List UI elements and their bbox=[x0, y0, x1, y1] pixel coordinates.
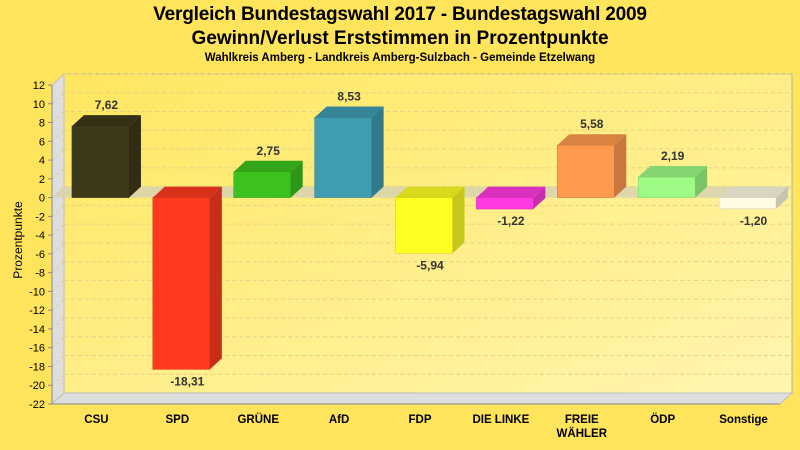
gridline-diag bbox=[51, 111, 65, 123]
gridline-diag bbox=[51, 298, 65, 311]
y-tick-label: -6 bbox=[35, 249, 45, 261]
gridline-diag bbox=[51, 73, 65, 86]
y-tick-label: -18 bbox=[29, 361, 45, 373]
y-tick-label: 10 bbox=[33, 99, 45, 111]
bar-top bbox=[719, 186, 789, 198]
x-tick-label: SPD bbox=[166, 414, 190, 426]
bar-freie-wähler: 5,58 bbox=[557, 117, 627, 198]
x-tick-label: AfD bbox=[329, 414, 349, 426]
bar-front bbox=[476, 197, 534, 210]
gridline-diag bbox=[51, 204, 65, 217]
plot-left-wall bbox=[51, 72, 65, 406]
y-tick-label: -20 bbox=[29, 380, 45, 392]
x-tick-label: FDP bbox=[409, 414, 432, 426]
bar-top bbox=[557, 134, 627, 146]
bar-side bbox=[209, 186, 222, 370]
bar-spd: -18,31 bbox=[152, 186, 222, 388]
x-tick-label: WÄHLER bbox=[557, 427, 608, 440]
gridline-diag bbox=[51, 223, 65, 236]
y-tick-label: 8 bbox=[39, 118, 45, 130]
y-tick-label: -4 bbox=[35, 230, 45, 242]
bar-csu: 7,62 bbox=[71, 98, 141, 198]
bar-top bbox=[638, 166, 708, 178]
y-tick-label: 2 bbox=[39, 174, 45, 186]
gridline-diag bbox=[51, 261, 65, 274]
bar-top bbox=[233, 160, 303, 172]
gridline-diag bbox=[51, 355, 65, 367]
bar-afd: 8,53 bbox=[314, 90, 384, 198]
gridline-diag bbox=[51, 280, 65, 292]
y-tick-label: -14 bbox=[29, 324, 45, 336]
bar-side bbox=[533, 186, 546, 210]
data-label: -1,22 bbox=[497, 214, 525, 228]
data-label: 7,62 bbox=[95, 98, 119, 112]
bar-top bbox=[314, 106, 384, 118]
x-tick-label: GRÜNE bbox=[237, 413, 279, 426]
bar-sonstige: -1,20 bbox=[718, 186, 789, 228]
y-tick-label: -12 bbox=[29, 305, 45, 317]
bar-front bbox=[152, 197, 211, 370]
y-tick-label: -10 bbox=[29, 286, 45, 298]
bar-grüne: 2,75 bbox=[233, 144, 303, 198]
bar-front bbox=[233, 171, 291, 198]
bar-fdp: -5,94 bbox=[395, 186, 465, 272]
data-label: 5,58 bbox=[580, 117, 604, 131]
y-tick-label: -2 bbox=[35, 211, 45, 223]
y-tick-label: 12 bbox=[33, 80, 45, 92]
bar-side bbox=[614, 134, 627, 198]
bar-die-linke: -1,22 bbox=[476, 186, 546, 228]
y-tick-label: -22 bbox=[29, 399, 45, 411]
y-tick-label: 0 bbox=[39, 193, 45, 205]
bar-top bbox=[152, 186, 222, 198]
y-tick-label: 4 bbox=[39, 155, 45, 167]
gridline-diag bbox=[51, 242, 65, 255]
x-tick-label: CSU bbox=[84, 414, 108, 426]
gridline-diag bbox=[51, 317, 65, 330]
plot-floor bbox=[50, 392, 794, 405]
y-tick-label: -8 bbox=[35, 268, 45, 280]
gridline-diag bbox=[51, 92, 65, 105]
x-tick-label: FREIE bbox=[565, 414, 599, 426]
chart-region-subtitle: Wahlkreis Amberg - Landkreis Amberg-Sulz… bbox=[204, 52, 596, 64]
bar-side bbox=[371, 106, 384, 198]
x-tick-label: ÖDP bbox=[650, 413, 675, 426]
x-tick-label: Sonstige bbox=[719, 414, 768, 426]
bar-front bbox=[557, 144, 615, 198]
bar-side bbox=[776, 186, 789, 209]
bar-top bbox=[71, 115, 141, 127]
gridline-diag bbox=[51, 129, 65, 142]
chart-title: Vergleich Bundestagswahl 2017 - Bundesta… bbox=[153, 4, 647, 25]
data-label: 8,53 bbox=[337, 90, 361, 104]
y-tick-label: 6 bbox=[39, 136, 45, 148]
y-tick-label: -16 bbox=[29, 343, 45, 355]
bar-top bbox=[476, 186, 546, 198]
data-label: -1,20 bbox=[740, 214, 768, 228]
x-tick-label: DIE LINKE bbox=[472, 414, 529, 426]
bar-side bbox=[290, 160, 303, 198]
gridline-diag bbox=[51, 167, 65, 180]
bars: 7,62 -18,31 2,75 8,53 -5,94 -1,22 5,58 2,19 -1,2… bbox=[71, 90, 789, 388]
bar-front bbox=[395, 197, 453, 254]
gridline-diag bbox=[51, 373, 65, 386]
chart-subtitle: Gewinn/Verlust Erststimmen in Prozentpun… bbox=[191, 28, 609, 49]
bar-front bbox=[71, 125, 130, 198]
bar-top bbox=[395, 186, 465, 198]
bar-front bbox=[718, 197, 777, 210]
bar-side bbox=[128, 115, 141, 198]
data-label: 2,75 bbox=[257, 144, 281, 158]
bar-side bbox=[452, 186, 465, 254]
bar-front bbox=[637, 176, 696, 198]
bar-front bbox=[314, 117, 372, 198]
data-label: -18,31 bbox=[170, 374, 204, 388]
data-label: -5,94 bbox=[416, 258, 444, 272]
gridline-diag bbox=[51, 148, 65, 161]
y-axis-label: Prozentpunkte bbox=[11, 201, 25, 279]
bar-ödp: 2,19 bbox=[637, 149, 708, 198]
data-label: 2,19 bbox=[661, 149, 685, 163]
y-axis: 12 10 8 6 4 2 0 -2 -4 -6 -8 -10 -12 -14 -16 -18 -20 -22 bbox=[29, 80, 780, 411]
gridline-diag bbox=[51, 336, 65, 349]
bar-side bbox=[695, 166, 708, 198]
